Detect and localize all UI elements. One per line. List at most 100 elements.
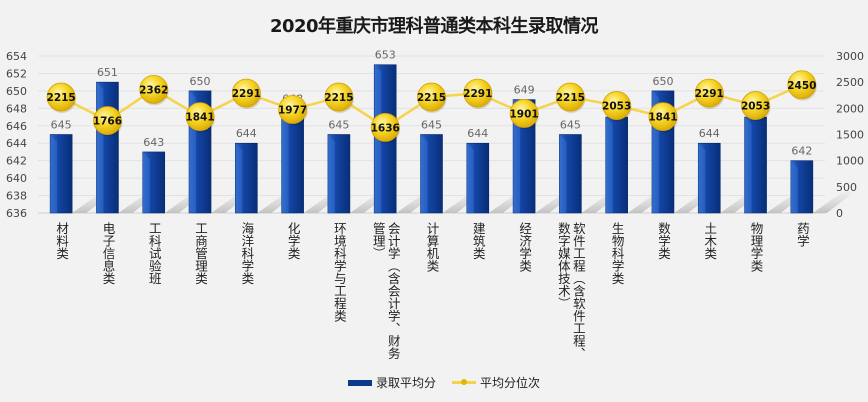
- category-label: 电子信息类: [100, 222, 116, 285]
- category-label: 海洋科学类: [239, 222, 255, 285]
- category-label: 经济学类: [517, 222, 533, 272]
- rank-point: [324, 82, 354, 112]
- rank-point: [46, 82, 76, 112]
- rank-point-label: 2215: [47, 92, 76, 104]
- category-label: 化学类: [285, 222, 301, 260]
- bar-bevel: [327, 134, 335, 213]
- rank-point-label: 2053: [741, 101, 770, 113]
- category-label: 管理）: [370, 222, 386, 260]
- left-tick-label: 650: [6, 85, 27, 98]
- bar-value-label: 643: [143, 136, 164, 149]
- category-label: 药学: [794, 222, 810, 247]
- left-tick-label: 646: [6, 120, 27, 133]
- rank-point: [139, 74, 169, 104]
- left-tick-label: 642: [6, 155, 27, 168]
- category-label: 数学类: [655, 222, 671, 260]
- rank-point-label: 2291: [463, 88, 492, 100]
- category-label: 土木类: [702, 222, 718, 260]
- rank-point-label: 2362: [139, 84, 168, 96]
- category-label: 会计学（含会计学、财务: [385, 222, 401, 360]
- rank-point-label: 1901: [509, 109, 538, 121]
- legend-line-label: 平均分位次: [480, 376, 541, 390]
- bar-bevel: [790, 160, 798, 213]
- bar-bevel: [744, 117, 752, 213]
- bar-bevel: [513, 99, 521, 213]
- rank-point: [370, 112, 400, 142]
- bar: [235, 142, 258, 214]
- rank-point-label: 2291: [232, 88, 261, 100]
- rank-point-label: 1841: [648, 112, 677, 124]
- bar-value-label: 645: [560, 119, 581, 132]
- chart-title: 2020年重庆市理科普通类本科生录取情况: [269, 16, 599, 37]
- bar-value-label: 651: [97, 66, 118, 79]
- category-label: 环境科学与工程类: [331, 222, 347, 322]
- rank-point: [694, 78, 724, 108]
- bar-bevel: [698, 143, 706, 213]
- bar: [49, 134, 73, 214]
- bar-value-label: 650: [190, 75, 211, 88]
- rank-point: [602, 91, 632, 120]
- rank-point-label: 2450: [787, 80, 816, 92]
- bar-value-label: 649: [514, 84, 535, 97]
- left-tick-label: 654: [6, 50, 27, 63]
- rank-point: [787, 70, 817, 100]
- legend-bar-label: 录取平均分: [376, 376, 437, 390]
- bar: [466, 142, 490, 214]
- category-label: 工科试验班: [146, 222, 162, 285]
- legend: 录取平均分 平均分位次: [348, 374, 556, 391]
- rank-point-label: 2291: [695, 88, 724, 100]
- bar-value-label: 645: [328, 119, 349, 132]
- bar-value-label: 644: [236, 127, 257, 140]
- rank-point-label: 2215: [417, 92, 446, 104]
- right-tick-label: 500: [836, 181, 857, 194]
- bar-bevel: [142, 151, 150, 213]
- rank-point-label: 1977: [278, 105, 307, 117]
- category-label: 工商管理类: [193, 222, 209, 285]
- rank-point: [555, 82, 585, 112]
- rank-point: [278, 95, 308, 124]
- right-tick-label: 2000: [836, 102, 864, 115]
- legend-bar-swatch: [348, 379, 372, 386]
- left-tick-label: 640: [6, 172, 27, 185]
- rank-point: [231, 78, 261, 108]
- rank-point: [741, 91, 770, 120]
- rank-point: [185, 102, 215, 132]
- bar: [697, 142, 721, 214]
- rank-point: [417, 82, 446, 112]
- left-tick-label: 638: [6, 190, 27, 203]
- left-tick-label: 648: [6, 102, 27, 115]
- bar-bevel: [420, 134, 428, 213]
- legend-item-bar: 录取平均分: [348, 374, 436, 391]
- right-tick-label: 1500: [836, 129, 864, 142]
- bar-bevel: [96, 82, 104, 214]
- rank-point-label: 2215: [556, 92, 585, 104]
- bar-value-label: 644: [467, 127, 488, 140]
- category-label: 软件工程（含软件工程、: [570, 222, 586, 360]
- category-label: 生物科学类: [609, 222, 625, 285]
- left-axis: 636 638 640 642 644 646 648 650 652 654: [6, 50, 27, 220]
- category-label: 计算机类: [424, 222, 440, 272]
- rank-point: [93, 106, 122, 135]
- category-label: 数字媒体技术）: [555, 222, 571, 310]
- right-tick-label: 3000: [836, 50, 864, 63]
- bar-bevel: [235, 143, 243, 213]
- rank-point-label: 1636: [371, 122, 400, 134]
- left-tick-label: 644: [6, 137, 27, 150]
- right-tick-label: 0: [836, 207, 843, 220]
- bar-value-label: 644: [699, 127, 720, 140]
- rank-point: [509, 99, 539, 128]
- bar-bevel: [559, 134, 567, 213]
- left-tick-label: 652: [6, 67, 27, 80]
- rank-point-label: 1766: [93, 116, 122, 128]
- bar-value-label: 645: [51, 119, 72, 132]
- bar-bevel: [50, 134, 58, 213]
- bar-bevel: [281, 108, 289, 213]
- bar-bevel: [605, 117, 613, 213]
- bar-value-label: 653: [375, 49, 396, 62]
- bar: [790, 160, 814, 214]
- bar-value-label: 642: [791, 145, 812, 158]
- bar-shadow: [812, 189, 853, 213]
- rank-point-label: 2053: [602, 101, 631, 113]
- bar: [142, 151, 166, 214]
